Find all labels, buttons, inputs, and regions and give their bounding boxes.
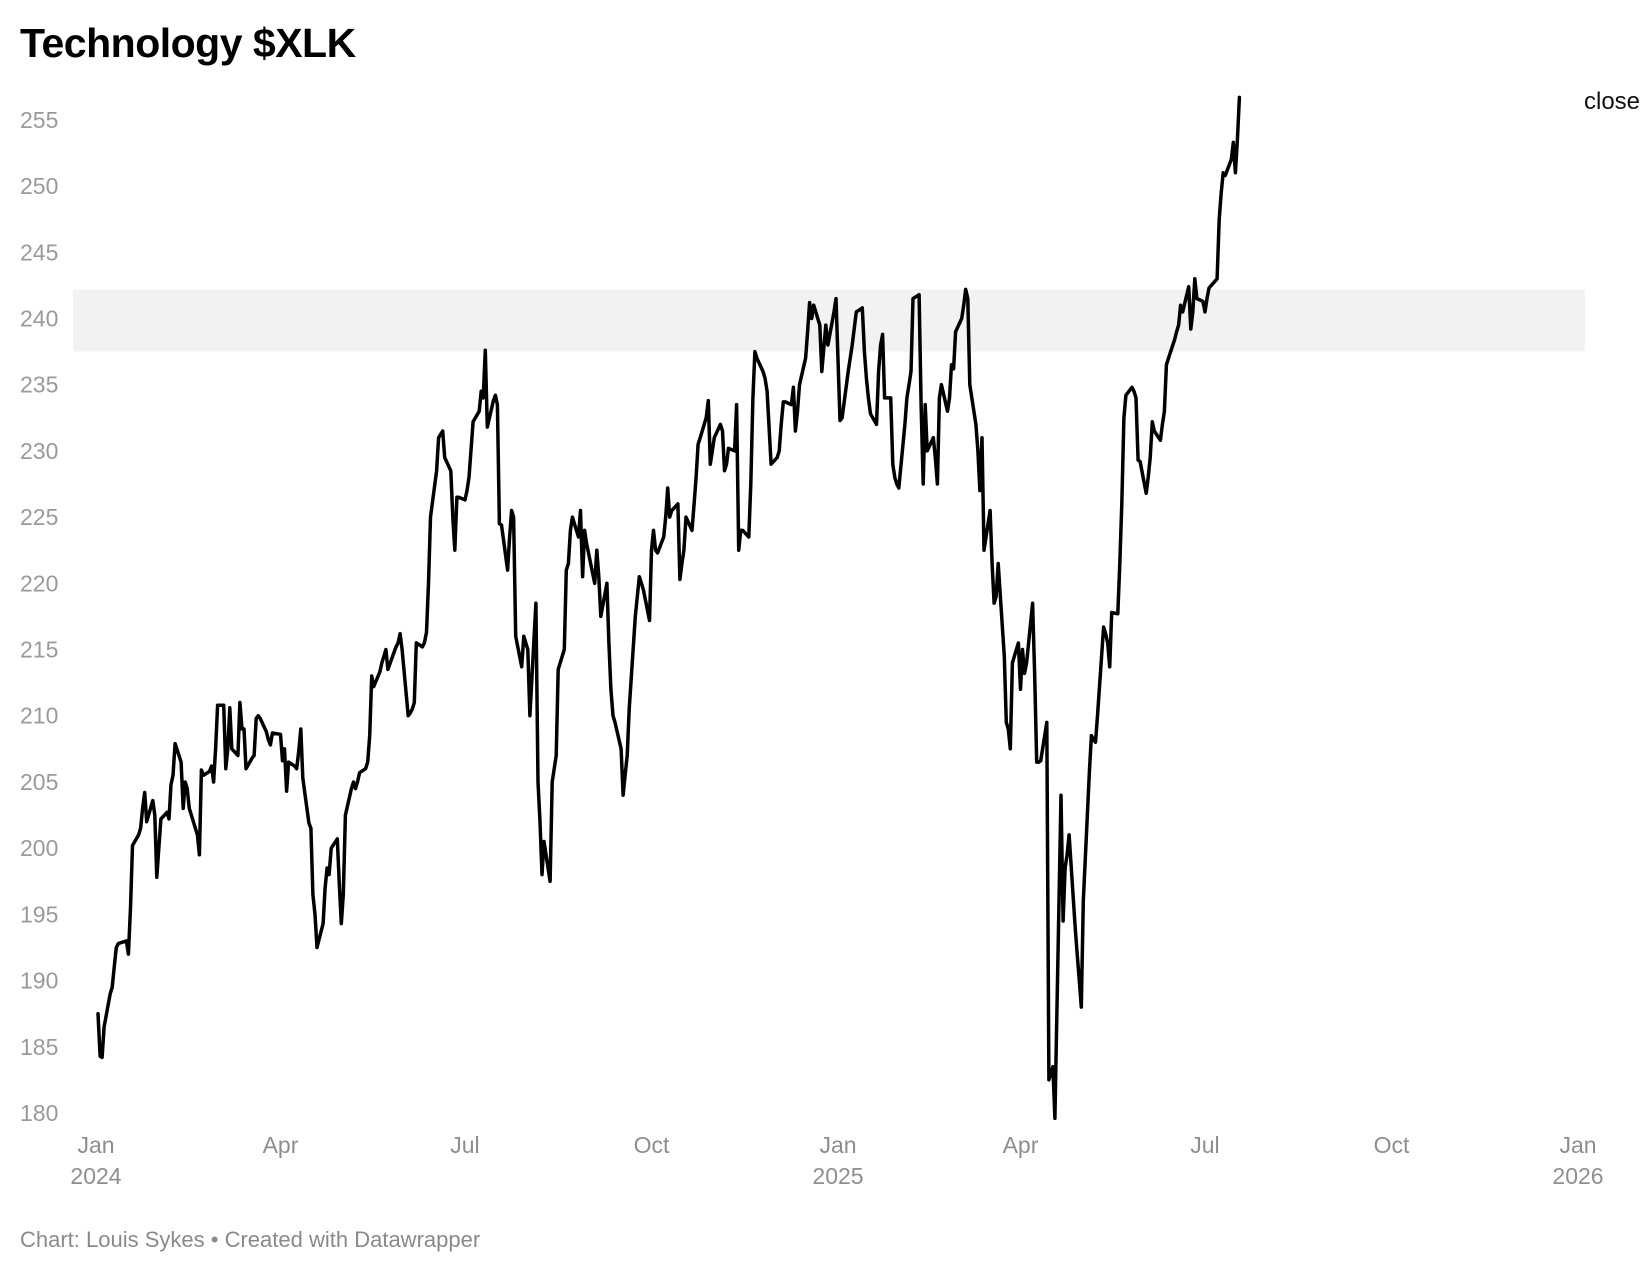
- close-button[interactable]: close: [1584, 88, 1641, 115]
- y-tick-label: 255: [20, 107, 58, 133]
- price-line: [96, 95, 1242, 1121]
- y-tick-label: 200: [20, 835, 58, 861]
- y-tick-label: 185: [20, 1034, 58, 1060]
- x-tick-year: 2024: [70, 1163, 121, 1189]
- x-tick-label: Jan: [77, 1132, 114, 1158]
- x-tick-label: Oct: [634, 1132, 670, 1158]
- y-tick-label: 240: [20, 305, 58, 331]
- x-tick-year: 2026: [1552, 1163, 1603, 1189]
- y-tick-label: 190: [20, 968, 58, 994]
- y-tick-label: 215: [20, 637, 58, 663]
- y-tick-label: 180: [20, 1100, 58, 1126]
- x-tick-label: Jan: [819, 1132, 856, 1158]
- y-tick-label: 225: [20, 504, 58, 530]
- y-tick-label: 235: [20, 372, 58, 398]
- chart-title: Technology $XLK: [20, 20, 356, 66]
- x-tick-year: 2025: [812, 1163, 863, 1189]
- x-tick-label: Jul: [450, 1132, 479, 1158]
- x-tick-label: Jul: [1190, 1132, 1219, 1158]
- y-tick-label: 245: [20, 239, 58, 265]
- chart-credit: Created with Datawrapper: [224, 1227, 481, 1252]
- footer-separator: •: [210, 1227, 219, 1252]
- x-tick-label: Oct: [1374, 1132, 1410, 1158]
- y-tick-label: 230: [20, 438, 58, 464]
- y-tick-label: 205: [20, 769, 58, 795]
- y-axis-ticks: 180 185 190 195 200 205 210 215 220 225 230 235 240 2…: [20, 107, 58, 1126]
- x-tick-label: Jan: [1559, 1132, 1596, 1158]
- x-tick-label: Apr: [1003, 1132, 1039, 1158]
- x-tick-label: Apr: [263, 1132, 299, 1158]
- x-axis-ticks: Jan 2024 Apr Jul Oct Jan 2025 Apr Jul Oct Jan 2026: [70, 1132, 1603, 1189]
- chart-footer: Chart: Louis Sykes • Created with Datawr…: [20, 1227, 480, 1253]
- y-tick-label: 210: [20, 703, 58, 729]
- y-tick-label: 250: [20, 173, 58, 199]
- chart-source: Chart: Louis Sykes: [20, 1227, 205, 1252]
- y-tick-label: 195: [20, 901, 58, 927]
- y-tick-label: 220: [20, 570, 58, 596]
